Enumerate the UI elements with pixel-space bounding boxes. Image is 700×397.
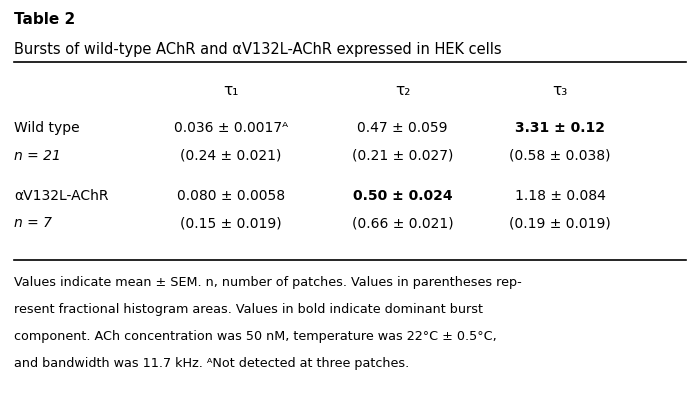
Text: and bandwidth was 11.7 kHz. ᴬNot detected at three patches.: and bandwidth was 11.7 kHz. ᴬNot detecte… — [14, 357, 409, 370]
Text: (0.58 ± 0.038): (0.58 ± 0.038) — [510, 149, 610, 163]
Text: resent fractional histogram areas. Values in bold indicate dominant burst: resent fractional histogram areas. Value… — [14, 303, 483, 316]
Text: 0.036 ± 0.0017ᴬ: 0.036 ± 0.0017ᴬ — [174, 121, 288, 135]
Text: component. ACh concentration was 50 nM, temperature was 22°C ± 0.5°C,: component. ACh concentration was 50 nM, … — [14, 330, 497, 343]
Text: n = 7: n = 7 — [14, 216, 52, 230]
Text: αV132L-AChR: αV132L-AChR — [14, 189, 108, 202]
Text: Table 2: Table 2 — [14, 12, 76, 27]
Text: Wild type: Wild type — [14, 121, 80, 135]
Text: 3.31 ± 0.12: 3.31 ± 0.12 — [515, 121, 605, 135]
Text: (0.21 ± 0.027): (0.21 ± 0.027) — [352, 149, 453, 163]
Text: (0.15 ± 0.019): (0.15 ± 0.019) — [180, 216, 282, 230]
Text: (0.19 ± 0.019): (0.19 ± 0.019) — [509, 216, 611, 230]
Text: Bursts of wild-type AChR and αV132L-AChR expressed in HEK cells: Bursts of wild-type AChR and αV132L-AChR… — [14, 42, 502, 57]
Text: τ₂: τ₂ — [395, 83, 410, 98]
Text: 0.50 ± 0.024: 0.50 ± 0.024 — [353, 189, 452, 202]
Text: 1.18 ± 0.084: 1.18 ± 0.084 — [514, 189, 606, 202]
Text: (0.66 ± 0.021): (0.66 ± 0.021) — [351, 216, 454, 230]
Text: τ₃: τ₃ — [552, 83, 568, 98]
Text: Values indicate mean ± SEM. n, number of patches. Values in parentheses rep-: Values indicate mean ± SEM. n, number of… — [14, 276, 522, 289]
Text: (0.24 ± 0.021): (0.24 ± 0.021) — [181, 149, 281, 163]
Text: τ₁: τ₁ — [223, 83, 239, 98]
Text: n = 21: n = 21 — [14, 149, 61, 163]
Text: 0.080 ± 0.0058: 0.080 ± 0.0058 — [177, 189, 285, 202]
Text: 0.47 ± 0.059: 0.47 ± 0.059 — [357, 121, 448, 135]
